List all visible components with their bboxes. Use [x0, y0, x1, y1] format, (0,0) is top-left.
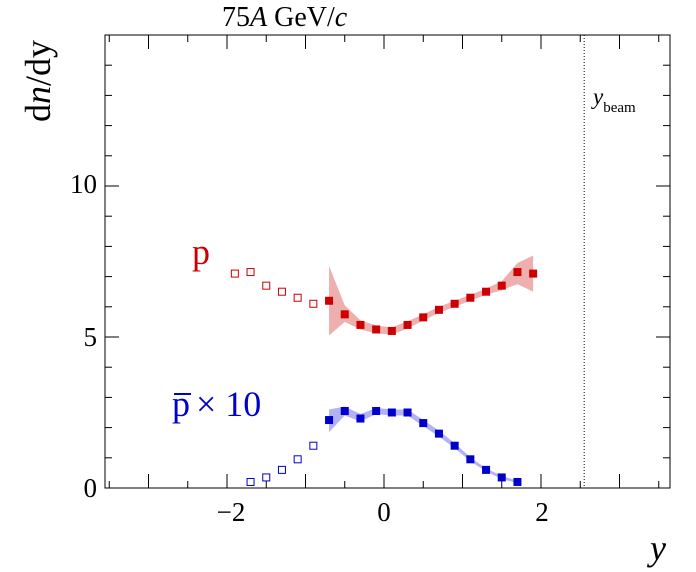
y-axis-label: dn/dy — [18, 40, 58, 122]
marker-pbar-measured — [356, 414, 365, 423]
marker-p-reflected — [246, 268, 255, 277]
marker-p-measured — [403, 320, 412, 329]
x-axis-label: y — [647, 528, 666, 568]
marker-p-measured — [372, 325, 381, 334]
axis-ticks — [105, 34, 670, 489]
marker-p-reflected — [309, 299, 318, 308]
marker-p-measured — [340, 310, 349, 319]
marker-p-measured — [529, 269, 538, 278]
marker-pbar-measured — [387, 408, 396, 417]
marker-pbar-measured — [340, 406, 349, 415]
series-label-p: p — [192, 232, 210, 272]
beam-rapidity-label: ybeam — [591, 84, 636, 116]
marker-p-reflected — [262, 281, 271, 290]
marker-p-measured — [434, 305, 443, 314]
marker-p-reflected — [277, 287, 286, 296]
marker-pbar-measured — [466, 455, 475, 464]
x-tick-label: 0 — [377, 497, 391, 527]
marker-pbar-measured — [372, 406, 381, 415]
marker-pbar-reflected — [293, 455, 302, 464]
marker-pbar-reflected — [262, 473, 271, 482]
marker-pbar-measured — [434, 429, 443, 438]
y-tick-label: 10 — [70, 169, 97, 199]
marker-pbar-reflected — [246, 477, 255, 486]
marker-p-reflected — [293, 293, 302, 302]
marker-pbar-reflected — [277, 465, 286, 474]
marker-p-measured — [513, 268, 522, 277]
marker-p-measured — [419, 313, 428, 322]
chart-title: 75A GeV/c — [222, 2, 348, 33]
marker-p-reflected — [230, 269, 239, 278]
marker-pbar-reflected — [309, 441, 318, 450]
x-tick-label: 2 — [535, 497, 549, 527]
plot-frame — [104, 34, 671, 489]
marker-p-measured — [356, 320, 365, 329]
marker-p-measured — [497, 281, 506, 290]
y-tick-label: 5 — [84, 322, 98, 352]
marker-pbar-measured — [325, 416, 334, 425]
marker-p-measured — [387, 326, 396, 335]
marker-pbar-measured — [482, 465, 491, 474]
series-label-pbar: p × 10 — [172, 384, 261, 424]
marker-p-measured — [325, 296, 334, 305]
marker-p-measured — [450, 299, 459, 308]
data-markers — [230, 268, 538, 486]
y-tick-label: 0 — [84, 473, 98, 503]
marker-pbar-measured — [513, 477, 522, 486]
marker-pbar-measured — [450, 441, 459, 450]
x-tick-label: −2 — [217, 497, 246, 527]
marker-pbar-measured — [419, 419, 428, 428]
marker-p-measured — [482, 287, 491, 296]
marker-pbar-measured — [497, 473, 506, 482]
marker-pbar-measured — [403, 408, 412, 417]
marker-p-measured — [466, 293, 475, 302]
